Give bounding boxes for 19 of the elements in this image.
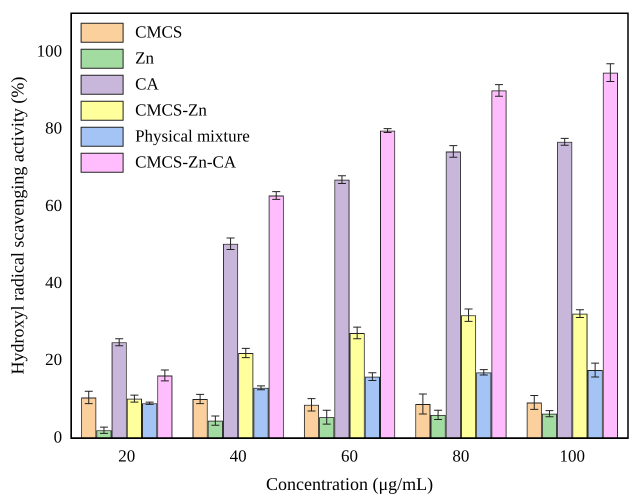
- y-tick-label: 20: [45, 350, 62, 370]
- x-tick-label: 80: [452, 446, 470, 466]
- legend-label: CMCS: [135, 22, 182, 42]
- x-axis-title: Concentration (μg/mL): [266, 474, 434, 494]
- y-tick-label: 0: [54, 427, 62, 446]
- legend-label: CMCS-Zn: [135, 100, 208, 120]
- legend-label: Physical mixture: [135, 126, 250, 146]
- x-tick-label: 20: [118, 446, 136, 466]
- legend-label: CA: [135, 74, 160, 94]
- legend-label: Zn: [135, 48, 154, 68]
- y-axis-title: Hydroxyl radical scavenging activity (%): [8, 76, 28, 375]
- x-tick-label: 40: [230, 446, 247, 466]
- y-tick-label: 100: [36, 41, 62, 60]
- y-tick-label: 60: [45, 196, 62, 215]
- x-tick-label: 60: [341, 446, 358, 466]
- y-tick-label: 80: [45, 118, 62, 138]
- legend-label: CMCS-Zn-CA: [135, 152, 237, 172]
- x-tick-label: 100: [560, 446, 586, 466]
- y-tick-label: 40: [45, 272, 62, 292]
